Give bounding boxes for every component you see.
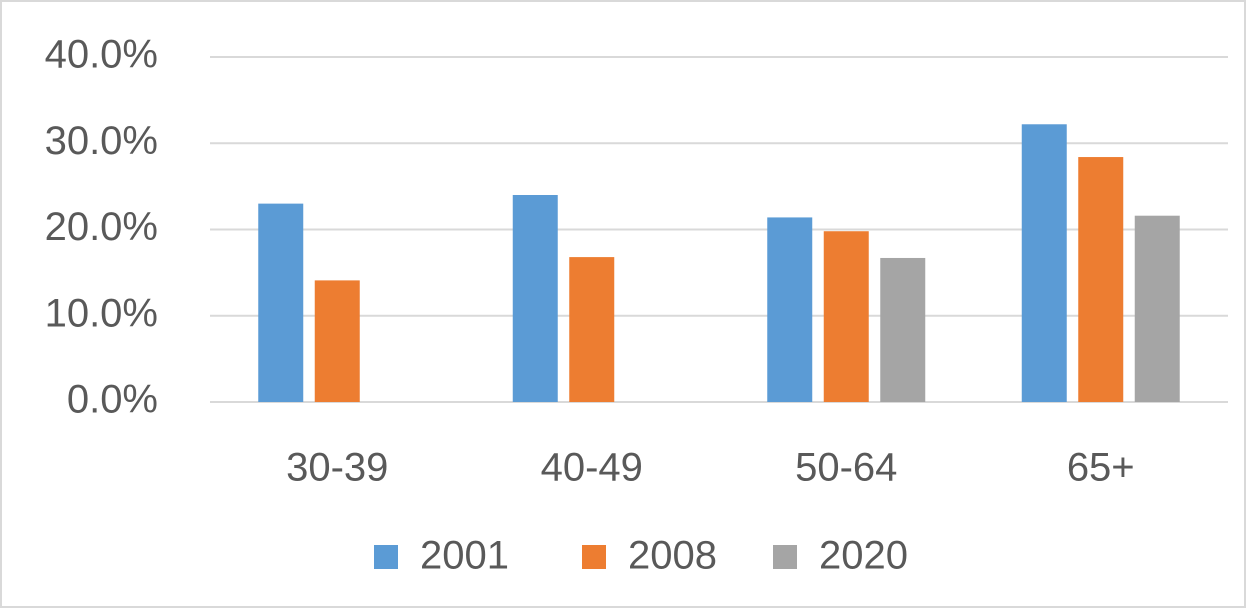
y-tick-label: 0.0% bbox=[67, 378, 158, 422]
bar bbox=[512, 195, 558, 402]
bar bbox=[880, 257, 926, 402]
bar bbox=[1134, 215, 1180, 402]
y-tick-label: 30.0% bbox=[45, 119, 158, 163]
bar bbox=[1078, 157, 1124, 402]
bar bbox=[569, 257, 615, 402]
bar bbox=[823, 231, 869, 402]
legend-label: 2020 bbox=[819, 534, 908, 578]
x-tick-label: 30-39 bbox=[286, 446, 388, 490]
y-tick-label: 10.0% bbox=[45, 291, 158, 335]
x-tick-label: 65+ bbox=[1067, 446, 1135, 490]
bar bbox=[258, 203, 304, 402]
bar bbox=[314, 280, 360, 402]
legend-label: 2008 bbox=[628, 534, 717, 578]
y-tick-label: 40.0% bbox=[45, 33, 158, 77]
bar bbox=[767, 217, 813, 402]
legend-swatch bbox=[773, 545, 797, 569]
x-tick-label: 50-64 bbox=[795, 446, 897, 490]
y-tick-label: 20.0% bbox=[45, 205, 158, 249]
legend-swatch bbox=[582, 545, 606, 569]
legend-label: 2001 bbox=[420, 534, 509, 578]
x-tick-label: 40-49 bbox=[541, 446, 643, 490]
legend-swatch bbox=[374, 545, 398, 569]
bar bbox=[1021, 124, 1067, 403]
